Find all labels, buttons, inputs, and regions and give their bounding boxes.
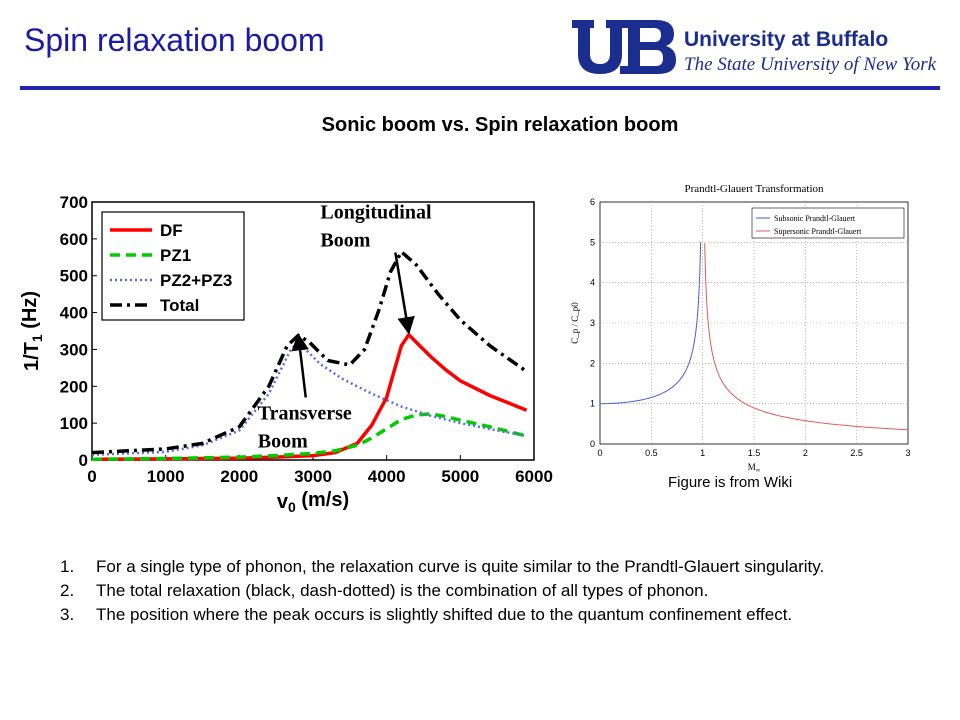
logo-text-university: University at Buffalo bbox=[684, 28, 889, 51]
series-line-pz1 bbox=[91, 412, 528, 462]
y-tick-label: 100 bbox=[60, 414, 88, 433]
annotation-line1: Longitudinal bbox=[320, 202, 432, 224]
x-tick-label: 1.5 bbox=[748, 448, 761, 458]
legend: DF PZ1 PZ2+PZ3 Total bbox=[101, 211, 245, 321]
slide-title: Spin relaxation boom bbox=[24, 22, 325, 58]
x-tick-label: 6000 bbox=[515, 467, 553, 486]
note-item: 3. The position where the peak occurs is … bbox=[60, 604, 920, 626]
legend-label: Supersonic Prandtl-Glauert bbox=[774, 227, 862, 236]
legend: Subsonic Prandtl-Glauert Supersonic Prand… bbox=[751, 207, 905, 239]
y-tick-label: 3 bbox=[590, 318, 595, 328]
y-tick-label: 300 bbox=[60, 340, 88, 359]
y-tick-label: 1 bbox=[590, 399, 595, 409]
x-tick-label: 0.5 bbox=[645, 448, 658, 458]
series-line-pz2-pz3 bbox=[91, 340, 527, 457]
x-tick-label: 0 bbox=[597, 448, 602, 458]
x-tick-label: 5000 bbox=[441, 467, 479, 486]
y-tick-label: 6 bbox=[590, 197, 595, 207]
legend-label: Subsonic Prandtl-Glauert bbox=[774, 214, 856, 223]
note-text: The total relaxation (black, dash-dotted… bbox=[96, 581, 709, 600]
annotation-line2: Boom bbox=[320, 230, 370, 252]
x-axis-label: M∞ bbox=[748, 462, 761, 474]
prandtl-glauert-chart: Prandtl-Glauert Transformation 0 0.5 1 1.5 2 2… bbox=[570, 183, 911, 474]
y-tick-label: 0 bbox=[79, 451, 88, 470]
x-tick-label: 3000 bbox=[294, 467, 332, 486]
legend-label: Total bbox=[160, 296, 199, 315]
notes-list: 1. For a single type of phonon, the relax… bbox=[60, 556, 920, 628]
title-underline bbox=[20, 86, 940, 90]
logo-text-state-university: The State University of New York bbox=[684, 54, 937, 75]
figure-caption: Figure is from Wiki bbox=[668, 474, 793, 491]
y-tick-label: 0 bbox=[590, 439, 595, 449]
x-tick-label: 4000 bbox=[368, 467, 406, 486]
chart-title: Prandtl-Glauert Transformation bbox=[684, 183, 824, 195]
annotation-line2: Boom bbox=[258, 430, 308, 452]
x-tick-label: 3 bbox=[905, 448, 910, 458]
slide-subtitle: Sonic boom vs. Spin relaxation boom bbox=[321, 114, 679, 136]
x-tick-label: 2.5 bbox=[850, 448, 863, 458]
legend-label: DF bbox=[160, 221, 183, 240]
note-item: 1. For a single type of phonon, the relax… bbox=[60, 556, 920, 578]
y-tick-label: 400 bbox=[60, 304, 88, 323]
series-line-subsonic bbox=[599, 242, 702, 405]
note-number: 1. bbox=[60, 557, 75, 576]
y-tick-label: 700 bbox=[60, 193, 88, 212]
note-text: For a single type of phonon, the relaxat… bbox=[96, 557, 825, 576]
legend-box bbox=[751, 207, 905, 239]
y-axis-label: C_p / C_p0 bbox=[570, 302, 580, 344]
note-number: 3. bbox=[60, 605, 75, 624]
y-tick-label: 500 bbox=[60, 267, 88, 286]
series-line-total bbox=[91, 250, 528, 455]
x-tick-label: 1000 bbox=[147, 467, 185, 486]
ub-monogram-icon bbox=[572, 20, 676, 74]
x-tick-label: 2000 bbox=[220, 467, 258, 486]
annotation-arrow bbox=[291, 332, 309, 398]
note-text: The position where the peak occurs is sl… bbox=[96, 605, 793, 624]
y-tick-label: 4 bbox=[590, 278, 595, 288]
series-line-supersonic bbox=[704, 243, 909, 431]
x-tick-label: 1 bbox=[700, 448, 705, 458]
x-tick-label: 0 bbox=[87, 467, 96, 486]
x-tick-label: 2 bbox=[803, 448, 808, 458]
y-tick-label: 600 bbox=[60, 230, 88, 249]
y-tick-label: 2 bbox=[590, 358, 595, 368]
university-logo: University at Buffalo The State Universi… bbox=[568, 16, 948, 78]
legend-label: PZ1 bbox=[160, 246, 191, 265]
y-tick-label: 5 bbox=[590, 237, 595, 247]
note-item: 2. The total relaxation (black, dash-dott… bbox=[60, 580, 920, 602]
y-tick-label: 200 bbox=[60, 377, 88, 396]
annotation-arrow bbox=[394, 252, 415, 335]
legend-label: PZ2+PZ3 bbox=[160, 271, 232, 290]
x-axis-label: v0 (m/s) bbox=[277, 489, 349, 515]
note-number: 2. bbox=[60, 581, 75, 600]
y-axis-label: 1/T1 (Hz) bbox=[19, 291, 45, 371]
annotation-line1: Transverse bbox=[258, 402, 352, 424]
spin-relaxation-chart: 0 1000 2000 3000 4000 5000 6000 0 100 200 300 400 50… bbox=[19, 193, 553, 515]
